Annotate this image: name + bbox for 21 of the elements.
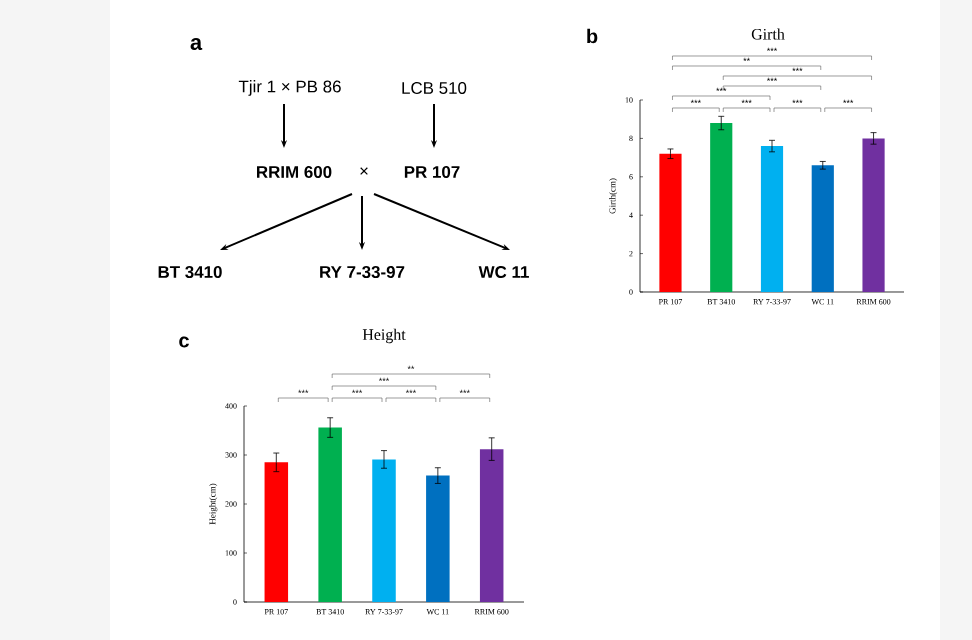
text: b [587, 28, 598, 44]
text: c [179, 336, 189, 348]
bar [811, 165, 834, 292]
bar [710, 123, 733, 292]
bar [862, 138, 885, 292]
text: BT 3410 [158, 266, 222, 278]
text: Tjir 1 × PB 86 [238, 80, 341, 96]
text: PR 107 [404, 166, 460, 178]
text: LCB 510 [402, 82, 467, 94]
text: RY 7-33-97 [320, 266, 405, 278]
bar [760, 146, 784, 292]
text: WC 11 [478, 266, 529, 278]
bar [372, 459, 396, 602]
text: RRIM 600 [257, 166, 332, 178]
text: × [360, 167, 368, 175]
bar [264, 462, 289, 602]
bar [659, 153, 682, 292]
bar [426, 475, 450, 602]
bar [318, 427, 342, 602]
bar [479, 449, 504, 602]
text: a [190, 38, 203, 50]
